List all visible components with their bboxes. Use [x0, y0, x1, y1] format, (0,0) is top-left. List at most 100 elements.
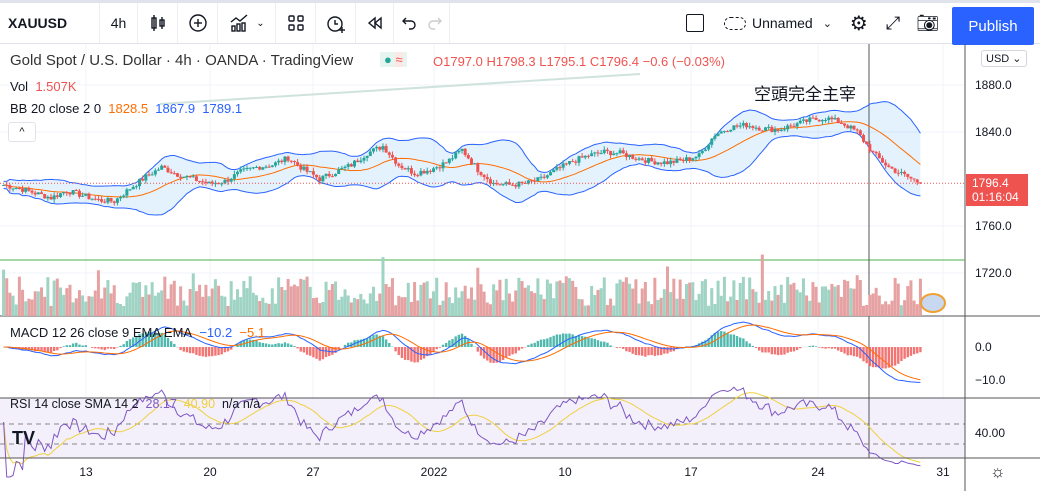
volume-bar — [580, 299, 584, 316]
chart-canvas[interactable] — [0, 44, 1040, 491]
macd-histogram-bar — [214, 347, 217, 356]
collapse-legend-button[interactable]: ^ — [8, 122, 36, 142]
candle-body — [896, 172, 900, 174]
axis-settings-icon[interactable]: ☼ — [990, 462, 1006, 481]
candle-body — [273, 162, 277, 166]
macd-histogram-bar — [435, 347, 438, 350]
volume-bar — [549, 283, 553, 316]
candle-body — [327, 173, 331, 177]
macd-histogram-bar — [773, 347, 777, 355]
add-indicator-icon[interactable] — [178, 3, 218, 43]
candle-body — [640, 158, 644, 161]
layout-icon[interactable] — [276, 3, 316, 43]
macd-histogram-bar — [710, 335, 713, 347]
candle-body — [81, 195, 85, 197]
candle-body — [473, 163, 477, 165]
candle-body — [906, 174, 910, 177]
volume-bar — [653, 277, 657, 316]
macd-histogram-bar — [783, 347, 786, 355]
candle-body — [55, 195, 59, 197]
volume-bar — [435, 277, 439, 316]
candles-icon[interactable] — [138, 3, 178, 43]
volume-bar — [58, 287, 62, 316]
candle-body — [394, 157, 398, 164]
macd-histogram-bar — [204, 347, 208, 357]
volume-bar — [397, 295, 401, 316]
macd-histogram-bar — [230, 347, 233, 350]
layout-name[interactable]: Unnamed — [752, 15, 813, 31]
macd-histogram-bar — [527, 345, 530, 347]
volume-bar — [280, 287, 284, 316]
candle-body — [469, 158, 473, 165]
us-flag-event-icon[interactable] — [920, 293, 946, 313]
candle-body — [264, 166, 268, 168]
symbol-search[interactable]: XAUUSD — [0, 3, 100, 43]
volume-bar — [634, 279, 638, 316]
volume-bar — [204, 284, 208, 316]
volume-bar — [469, 287, 473, 316]
candle-body — [422, 170, 426, 174]
macd-histogram-bar — [868, 347, 872, 367]
volume-bar — [14, 304, 18, 316]
gear-icon[interactable]: ⚙ — [849, 12, 868, 35]
macd-histogram-bar — [299, 347, 302, 352]
interval-button[interactable]: 4h — [100, 3, 138, 43]
redo-icon[interactable] — [422, 3, 450, 43]
volume-bar — [542, 299, 546, 316]
replay-icon[interactable] — [356, 3, 394, 43]
volume-bar — [36, 291, 40, 316]
camera-icon[interactable]: 📷︎ — [916, 12, 940, 33]
candle-body — [839, 122, 843, 124]
candle-body — [710, 138, 714, 145]
macd-histogram-bar — [362, 338, 366, 347]
candle-body — [77, 190, 81, 197]
candle-body — [488, 179, 492, 184]
candle-body — [817, 119, 821, 122]
macd-histogram-bar — [489, 347, 492, 363]
bb-fill — [3, 101, 921, 216]
publish-button[interactable]: Publish — [952, 7, 1034, 45]
macd-histogram-bar — [321, 347, 325, 360]
indicators-icon[interactable]: ⌄ — [218, 3, 276, 43]
volume-bar — [213, 279, 217, 316]
undo-icon[interactable] — [394, 3, 422, 43]
candle-body — [24, 188, 28, 192]
rsi-tick: 40.00 — [975, 426, 1006, 440]
volume-bar — [353, 297, 357, 316]
fullscreen-toggle[interactable] — [686, 14, 704, 32]
fullscreen-icon[interactable]: ⤢ — [885, 12, 901, 33]
candle-body — [58, 193, 62, 197]
macd-histogram-bar — [659, 347, 663, 356]
volume-bar — [675, 298, 679, 316]
macd-histogram-bar — [536, 340, 540, 347]
macd-line — [3, 321, 921, 383]
macd-histogram-bar — [419, 347, 423, 360]
macd-histogram-bar — [384, 339, 388, 347]
candle-body — [890, 166, 894, 169]
macd-histogram-bar — [919, 347, 922, 353]
macd-histogram-bar — [448, 340, 451, 347]
candle-body — [760, 130, 764, 132]
volume-bar — [460, 291, 464, 316]
macd-histogram-bar — [78, 344, 81, 347]
candle-body — [479, 172, 483, 175]
candle-body — [232, 174, 236, 179]
volume-bar — [432, 291, 436, 316]
volume-bar — [160, 290, 164, 316]
volume-bar — [820, 286, 824, 316]
volume-bar — [855, 275, 859, 316]
volume-bar — [843, 279, 847, 316]
macd-histogram-bar — [618, 347, 622, 348]
volume-bar — [356, 299, 360, 316]
candle-body — [722, 131, 726, 133]
volume-bar — [134, 283, 138, 316]
macd-legend: MACD 12 26 close 9 EMA EMA −10.2 −5.1 — [10, 325, 265, 340]
candle-body — [330, 176, 334, 178]
candle-body — [637, 158, 641, 160]
alert-icon[interactable] — [316, 3, 356, 43]
candle-body — [602, 149, 606, 154]
currency-select[interactable]: USD ⌄ — [981, 50, 1027, 67]
macd-histogram-bar — [887, 347, 891, 368]
macd-histogram-bar — [166, 337, 170, 347]
candle-body — [707, 144, 711, 150]
